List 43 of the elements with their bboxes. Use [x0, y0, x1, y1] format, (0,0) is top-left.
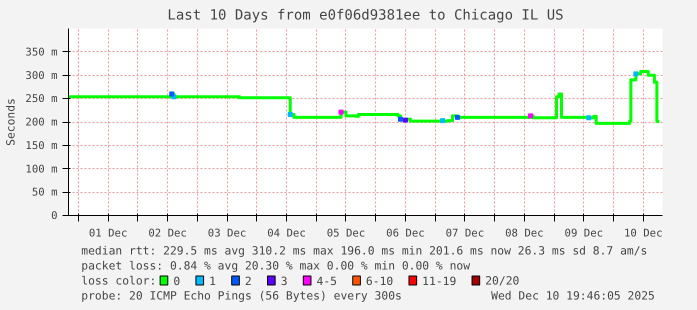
x-tick-label: 05 Dec	[326, 226, 366, 240]
legend-label: 1	[209, 274, 216, 288]
y-tick-label: 50 m	[32, 186, 58, 199]
y-tick-label: 300 m	[25, 68, 58, 82]
x-tick-label: 04 Dec	[267, 226, 306, 240]
point	[402, 118, 408, 123]
x-tick-label: 09 Dec	[564, 226, 604, 240]
x-tick-label: 07 Dec	[446, 226, 484, 240]
legend-label: 11-19	[422, 274, 456, 288]
legend-label: 0	[173, 274, 180, 288]
legend-label: 2	[244, 274, 252, 288]
point	[528, 113, 534, 118]
point	[338, 110, 344, 115]
y-tick-label: 0	[51, 209, 58, 222]
text: median rtt: 229.5 ms avg 310.2 ms max 196.0 ms min 201.6 ms now 26.3 ms sd 8.7 am/s	[81, 244, 648, 258]
text: packet loss: 0.84 % avg 20.30 % max 0.00 % min 0.00 % now	[81, 258, 470, 272]
legend-label: 20/20	[485, 274, 520, 288]
legend-title: loss color:	[81, 274, 156, 288]
legend-label: 6-10	[366, 274, 394, 288]
x-tick-label: 03 Dec	[208, 226, 246, 240]
y-tick-label: 200 m	[25, 116, 58, 128]
y-tick-label: 350 m	[25, 45, 58, 58]
point	[169, 91, 174, 96]
y-tick-label: 150 m	[25, 138, 58, 152]
point	[454, 114, 460, 120]
point	[586, 115, 592, 120]
legend-label: 3	[280, 274, 288, 288]
text: probe: 20 ICMP Echo Pings (56 Bytes) every 300s	[81, 288, 402, 302]
x-tick-label: 08 Dec	[505, 226, 544, 240]
chart-title: Last 10 Days from e0f06d9381ee to Chicago IL US	[167, 8, 564, 24]
y-tick-label: 250 m	[25, 92, 58, 106]
point	[440, 118, 446, 124]
x-tick-label: 06 Dec	[386, 226, 425, 240]
x-tick-label: 02 Dec	[148, 226, 187, 240]
point	[633, 71, 638, 76]
point	[398, 116, 403, 122]
y-tick-label: 100 m	[25, 162, 58, 176]
y-axis-title: Seconds	[3, 98, 18, 146]
x-tick-label: 01 Dec	[88, 226, 128, 240]
legend-label: 4-5	[316, 274, 337, 288]
text: Wed Dec 10 19:46:05 2025	[491, 288, 655, 302]
x-tick-label: 10 Dec	[624, 226, 663, 240]
point	[288, 112, 293, 118]
